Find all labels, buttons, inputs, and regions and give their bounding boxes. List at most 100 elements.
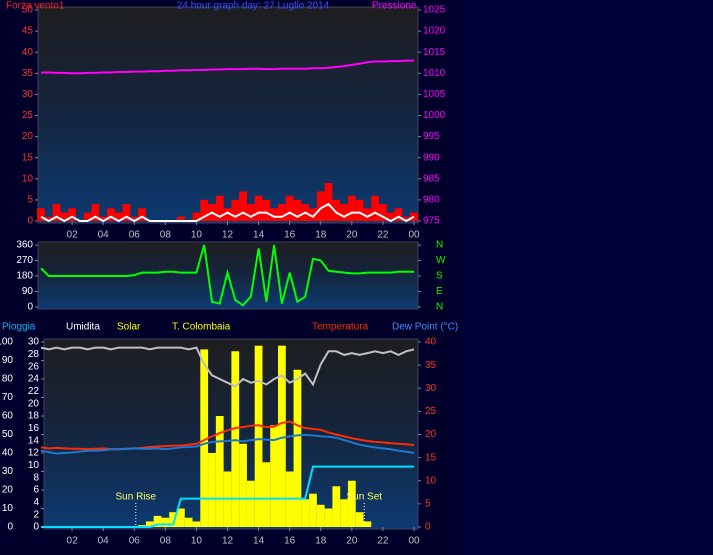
y-tick-label: 90 (2, 355, 14, 366)
bar (309, 208, 317, 221)
bar (176, 508, 185, 527)
bar (208, 453, 216, 527)
series-line (41, 465, 414, 528)
y-tick-label: 0 (27, 216, 33, 227)
y2-tick-label: 12 (28, 448, 40, 459)
bar (386, 212, 395, 221)
bar (60, 212, 69, 221)
y2-tick-label: N (436, 240, 443, 251)
bar (363, 208, 372, 221)
y-tick-label: 180 (16, 271, 33, 282)
y-tick-label: 360 (16, 240, 33, 251)
bar (83, 212, 92, 221)
y-tick-label: 0 (7, 522, 13, 533)
bar (169, 512, 177, 527)
y2-tick-label: 6 (33, 485, 39, 496)
y-tick-label: 20 (22, 131, 34, 142)
bar (138, 208, 146, 221)
bar (200, 199, 209, 221)
bar (332, 486, 341, 527)
y3-tick-label: 10 (425, 475, 437, 486)
y-tick-label: 70 (2, 392, 14, 403)
y-tick-label: 15 (22, 152, 34, 163)
bar (215, 416, 224, 527)
bar (37, 208, 45, 221)
bar (99, 216, 108, 221)
bar (246, 480, 255, 527)
bar (340, 204, 348, 221)
y2-tick-label: 14 (28, 435, 40, 446)
y2-tick-label: W (436, 255, 446, 266)
y-tick-label: 35 (22, 68, 34, 79)
y2-tick-label: 10 (28, 460, 40, 471)
x-tick-label: 22 (377, 536, 389, 547)
y2-tick-label: 22 (28, 386, 40, 397)
x-tick-label: 08 (160, 230, 172, 241)
bar (309, 493, 317, 527)
bar (176, 216, 185, 221)
y2-tick-label: 8 (33, 472, 39, 483)
bar (355, 199, 364, 221)
y2-tick-label: 1005 (423, 89, 446, 100)
x-tick-label: 18 (315, 230, 327, 241)
y2-tick-label: 980 (423, 195, 440, 206)
y-tick-label: 10 (22, 173, 34, 184)
y3-tick-label: 35 (425, 360, 437, 371)
x-tick-label: 20 (346, 230, 358, 241)
bar (223, 208, 232, 221)
y2-tick-label: 24 (28, 374, 40, 385)
y3-tick-label: 30 (425, 383, 437, 394)
y-tick-label: 30 (22, 89, 34, 100)
y2-tick-label: 1000 (423, 110, 446, 121)
bar (371, 195, 380, 221)
y2-tick-label: 16 (28, 423, 40, 434)
bar (316, 191, 325, 221)
bar (324, 508, 333, 527)
x-tick-label: 18 (315, 536, 327, 547)
y2-tick-label: 26 (28, 361, 40, 372)
bar (347, 480, 356, 527)
y-tick-label: 10 (2, 503, 14, 514)
bar (270, 425, 279, 527)
bar (215, 195, 224, 221)
x-tick-label: 04 (98, 230, 110, 241)
bar (332, 199, 341, 221)
y3-tick-label: 40 (425, 337, 437, 348)
x-tick-label: 00 (408, 536, 420, 547)
plot-area (37, 6, 419, 224)
bar (192, 521, 201, 527)
bar (153, 515, 162, 527)
y2-tick-label: 1010 (423, 68, 446, 79)
y2-tick-label: 995 (423, 131, 440, 142)
x-tick-label: 14 (253, 230, 265, 241)
bar (239, 443, 247, 527)
bar (91, 204, 100, 221)
bar (122, 204, 131, 221)
bar (293, 199, 302, 221)
y-tick-label: 100 (0, 337, 13, 348)
bar (402, 216, 411, 221)
bar (270, 208, 279, 221)
y2-tick-label: 0 (33, 522, 39, 533)
series-line (40, 433, 415, 455)
bar (316, 504, 325, 527)
x-tick-label: 16 (284, 230, 296, 241)
annotation: Sun Rise (116, 492, 157, 503)
bar (347, 195, 356, 221)
y-tick-label: 80 (2, 374, 14, 385)
bar (410, 212, 418, 221)
y2-tick-label: 28 (28, 349, 40, 360)
x-tick-label: 06 (129, 230, 141, 241)
bar (200, 349, 209, 527)
bar (278, 345, 286, 527)
bar (161, 517, 170, 527)
bar (130, 216, 139, 221)
annotation: Sun Set (346, 492, 382, 503)
y-tick-label: 20 (2, 485, 14, 496)
bar (324, 183, 333, 221)
bar (44, 216, 53, 221)
legend-entry: Umidita (66, 322, 100, 333)
bar (68, 208, 76, 221)
